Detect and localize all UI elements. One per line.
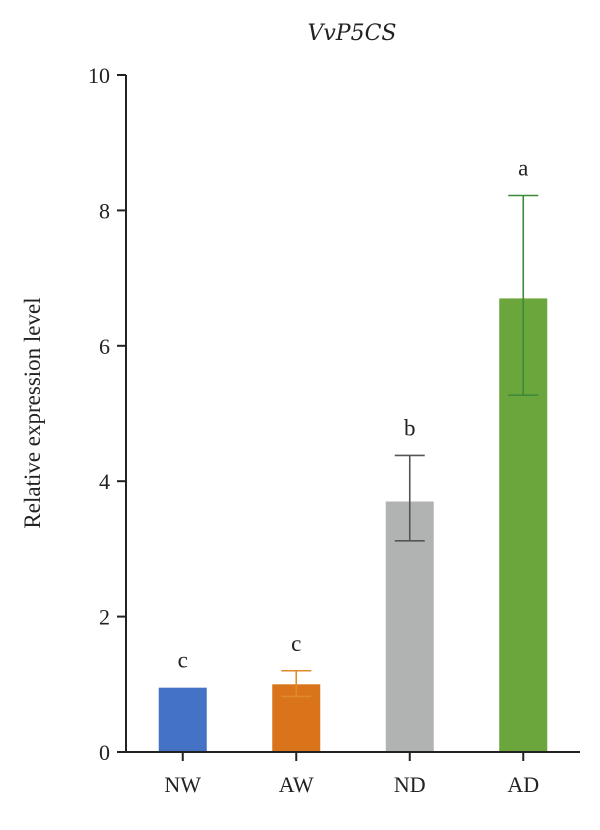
significance-label-nd: b [404,415,416,440]
y-axis: 0 2 4 6 8 10 [88,63,127,765]
error-bars [281,194,539,698]
significance-label-ad: a [518,156,528,181]
x-tick-label-nw: NW [164,772,201,797]
y-tick-label-2: 4 [99,469,110,494]
bars [158,298,548,752]
x-axis: NW AW ND AD [126,751,580,797]
y-tick-label-4: 8 [99,198,110,223]
y-tick-label-0: 0 [99,740,110,765]
bar-nd [385,501,434,752]
x-tick-label-nd: ND [394,772,426,797]
bar-nw [158,687,207,752]
y-tick-label-3: 6 [99,334,110,359]
y-tick-label-1: 2 [99,605,110,630]
chart-title: VvP5CS [307,21,396,46]
x-tick-label-aw: AW [279,772,314,797]
x-tick-label-ad: AD [507,772,539,797]
y-tick-label-5: 10 [88,63,110,88]
significance-label-nw: c [178,648,188,673]
significance-labels: c c b a [178,156,529,673]
significance-label-aw: c [291,631,301,656]
y-axis-label: Relative expression level [20,297,45,528]
